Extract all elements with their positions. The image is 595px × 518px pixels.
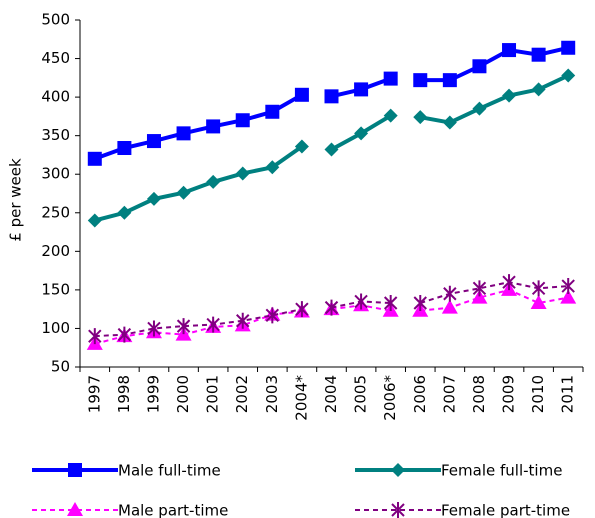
marker <box>87 213 102 228</box>
marker <box>413 110 428 125</box>
y-tick-label: 400 <box>41 88 70 106</box>
marker <box>413 73 428 88</box>
x-tick-label: 1998 <box>115 375 133 413</box>
marker <box>147 320 161 337</box>
marker <box>146 191 161 206</box>
marker <box>117 205 132 220</box>
marker <box>87 151 102 166</box>
marker <box>236 312 250 329</box>
marker <box>294 139 309 154</box>
marker <box>176 185 191 200</box>
marker <box>561 68 576 83</box>
x-tick-label: 2004 <box>322 375 340 413</box>
x-tick-label: 2004* <box>292 375 310 421</box>
marker <box>354 126 369 141</box>
marker <box>354 293 368 310</box>
legend-label: Male full-time <box>118 462 221 480</box>
marker <box>206 316 220 333</box>
marker <box>117 141 132 156</box>
marker <box>295 301 309 318</box>
marker <box>502 274 516 291</box>
y-tick-label: 50 <box>51 358 70 376</box>
y-tick-label: 300 <box>41 165 70 183</box>
legend-label: Female part-time <box>441 502 570 518</box>
series-line <box>419 73 570 125</box>
x-tick-label: 2009 <box>500 375 518 413</box>
y-tick-label: 350 <box>41 126 70 144</box>
x-tick-label: 2008 <box>470 375 488 413</box>
marker <box>176 126 191 141</box>
marker <box>443 285 457 302</box>
marker <box>442 73 457 88</box>
y-tick-label: 150 <box>41 280 70 298</box>
marker <box>68 463 82 477</box>
marker <box>324 142 339 157</box>
x-tick-label: 2011 <box>559 375 577 413</box>
marker <box>67 502 83 516</box>
y-tick-label: 100 <box>41 319 70 337</box>
x-tick-label: 2006* <box>381 375 399 421</box>
x-tick-label: 1997 <box>85 375 103 413</box>
marker <box>117 326 132 343</box>
marker <box>531 280 546 297</box>
marker <box>146 134 161 149</box>
marker <box>206 119 221 134</box>
y-tick-label: 450 <box>41 49 70 67</box>
marker <box>324 299 339 316</box>
y-tick-label: 250 <box>41 203 70 221</box>
y-axis-label: £ per week <box>7 158 25 242</box>
y-tick-label: 200 <box>41 242 70 260</box>
x-tick-label: 2006 <box>411 375 429 413</box>
legend-label: Female full-time <box>441 462 562 480</box>
marker <box>560 289 577 304</box>
marker <box>561 40 576 55</box>
marker <box>206 174 221 189</box>
marker <box>502 43 517 58</box>
marker <box>530 294 547 309</box>
marker <box>383 71 398 86</box>
marker <box>176 318 191 335</box>
marker <box>354 82 369 97</box>
marker <box>472 101 487 116</box>
marker <box>413 294 427 311</box>
marker <box>324 89 339 104</box>
marker <box>442 115 457 130</box>
x-tick-label: 2003 <box>263 375 281 413</box>
marker <box>391 463 405 477</box>
marker <box>88 328 102 345</box>
x-tick-label: 2010 <box>529 375 547 413</box>
marker <box>235 166 250 181</box>
marker <box>235 113 250 128</box>
marker <box>502 88 517 103</box>
marker <box>472 59 487 74</box>
marker <box>265 307 280 324</box>
series-line <box>94 308 303 338</box>
series-line <box>420 288 569 312</box>
x-tick-label: 2005 <box>352 375 370 413</box>
marker <box>265 104 280 119</box>
marker <box>531 47 546 62</box>
y-tick-label: 500 <box>41 11 70 29</box>
x-tick-label: 1999 <box>144 375 162 413</box>
marker <box>294 87 309 102</box>
marker <box>383 294 398 311</box>
legend-label: Male part-time <box>118 502 228 518</box>
series-line <box>420 45 569 83</box>
marker <box>472 280 487 297</box>
x-tick-label: 2000 <box>174 375 192 413</box>
marker <box>383 108 398 123</box>
marker <box>561 278 575 295</box>
x-tick-label: 2007 <box>440 375 458 413</box>
series-line <box>419 281 569 304</box>
marker <box>531 82 546 97</box>
x-tick-label: 2002 <box>233 375 251 413</box>
marker <box>391 502 405 518</box>
x-tick-label: 2001 <box>204 375 222 413</box>
marker <box>471 289 488 304</box>
marker <box>441 299 458 314</box>
marker <box>265 160 280 175</box>
